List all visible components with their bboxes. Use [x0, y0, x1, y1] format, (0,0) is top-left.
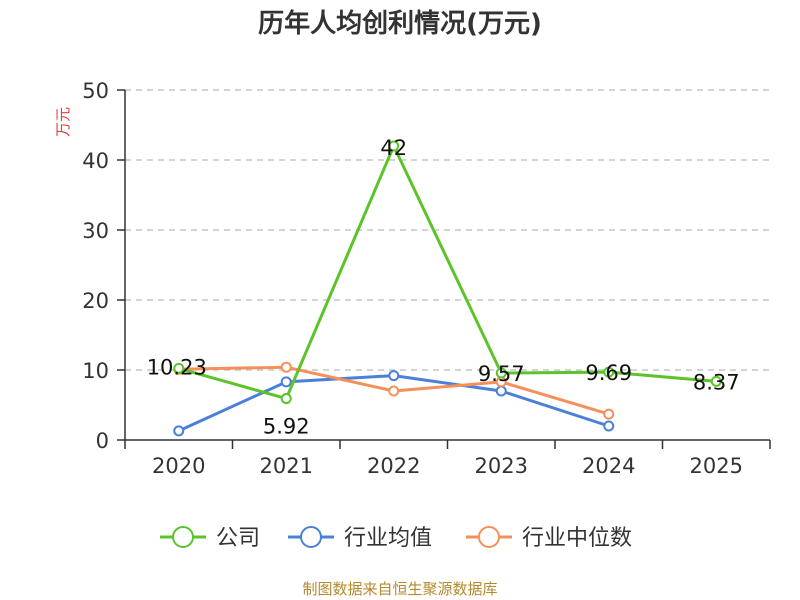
- legend-item-company: 公司: [160, 526, 260, 551]
- series-point-industry_median: [388, 385, 400, 397]
- source-note: 制图数据来自恒生聚源数据库: [302, 580, 497, 598]
- series-layer: [173, 140, 722, 437]
- legend-marker-icon: [172, 526, 194, 548]
- data-label: 9.69: [585, 361, 632, 385]
- grid-layer: [125, 89, 770, 371]
- series-point-company: [280, 393, 292, 405]
- series-point-industry_avg: [388, 370, 400, 382]
- legend-label: 行业中位数: [522, 526, 632, 551]
- series-point-industry_avg: [495, 385, 507, 397]
- chart-title: 历年人均创利情况(万元): [258, 8, 542, 39]
- series-line-industry_avg: [178, 374, 610, 433]
- data-label-layer: 10.23 5.92 42 9.57 9.69 8.37: [147, 136, 740, 439]
- y-tick-label: 20: [82, 289, 109, 313]
- x-tick-label: 2024: [582, 454, 635, 478]
- y-tick-label: 50: [82, 79, 109, 103]
- y-tick-label: 30: [82, 219, 109, 243]
- series-point-company: [603, 366, 615, 378]
- legend-label: 公司: [216, 526, 260, 551]
- legend: 公司 行业均值 行业中位数: [160, 526, 632, 551]
- x-tick-label: 2025: [690, 454, 743, 478]
- series-point-industry_avg: [173, 425, 185, 437]
- data-label: 42: [380, 136, 407, 160]
- legend-item-industry_median: 行业中位数: [466, 526, 632, 551]
- series-point-industry_avg: [280, 376, 292, 388]
- x-tick-label: 2021: [260, 454, 313, 478]
- legend-item-industry_avg: 行业均值: [288, 526, 432, 551]
- data-label: 10.23: [147, 355, 207, 379]
- series-point-industry_median: [280, 361, 292, 373]
- y-axis-label: 万元: [54, 107, 72, 137]
- series-line-company: [178, 144, 717, 401]
- x-tick-label: 2022: [367, 454, 420, 478]
- x-tick-label: 2020: [152, 454, 205, 478]
- series-point-company: [495, 367, 507, 379]
- data-label: 8.37: [693, 370, 740, 394]
- series-point-industry_median: [603, 408, 615, 420]
- data-label: 5.92: [263, 415, 310, 439]
- series-point-company: [710, 375, 722, 387]
- series-point-industry_avg: [603, 420, 615, 432]
- legend-label: 行业均值: [344, 526, 432, 551]
- y-tick-label: 10: [82, 359, 109, 383]
- legend-marker-icon: [478, 526, 500, 548]
- series-point-company: [173, 362, 185, 374]
- data-label: 9.57: [478, 362, 525, 386]
- y-tick-label: 40: [82, 149, 109, 173]
- x-tick-label: 2023: [475, 454, 528, 478]
- axis-layer: 0 10 20 30 40 50 2020 2021 2022 2023 2024 2025: [82, 79, 771, 478]
- legend-marker-icon: [300, 526, 322, 548]
- series-point-company: [388, 140, 400, 152]
- y-tick-label: 0: [96, 429, 109, 453]
